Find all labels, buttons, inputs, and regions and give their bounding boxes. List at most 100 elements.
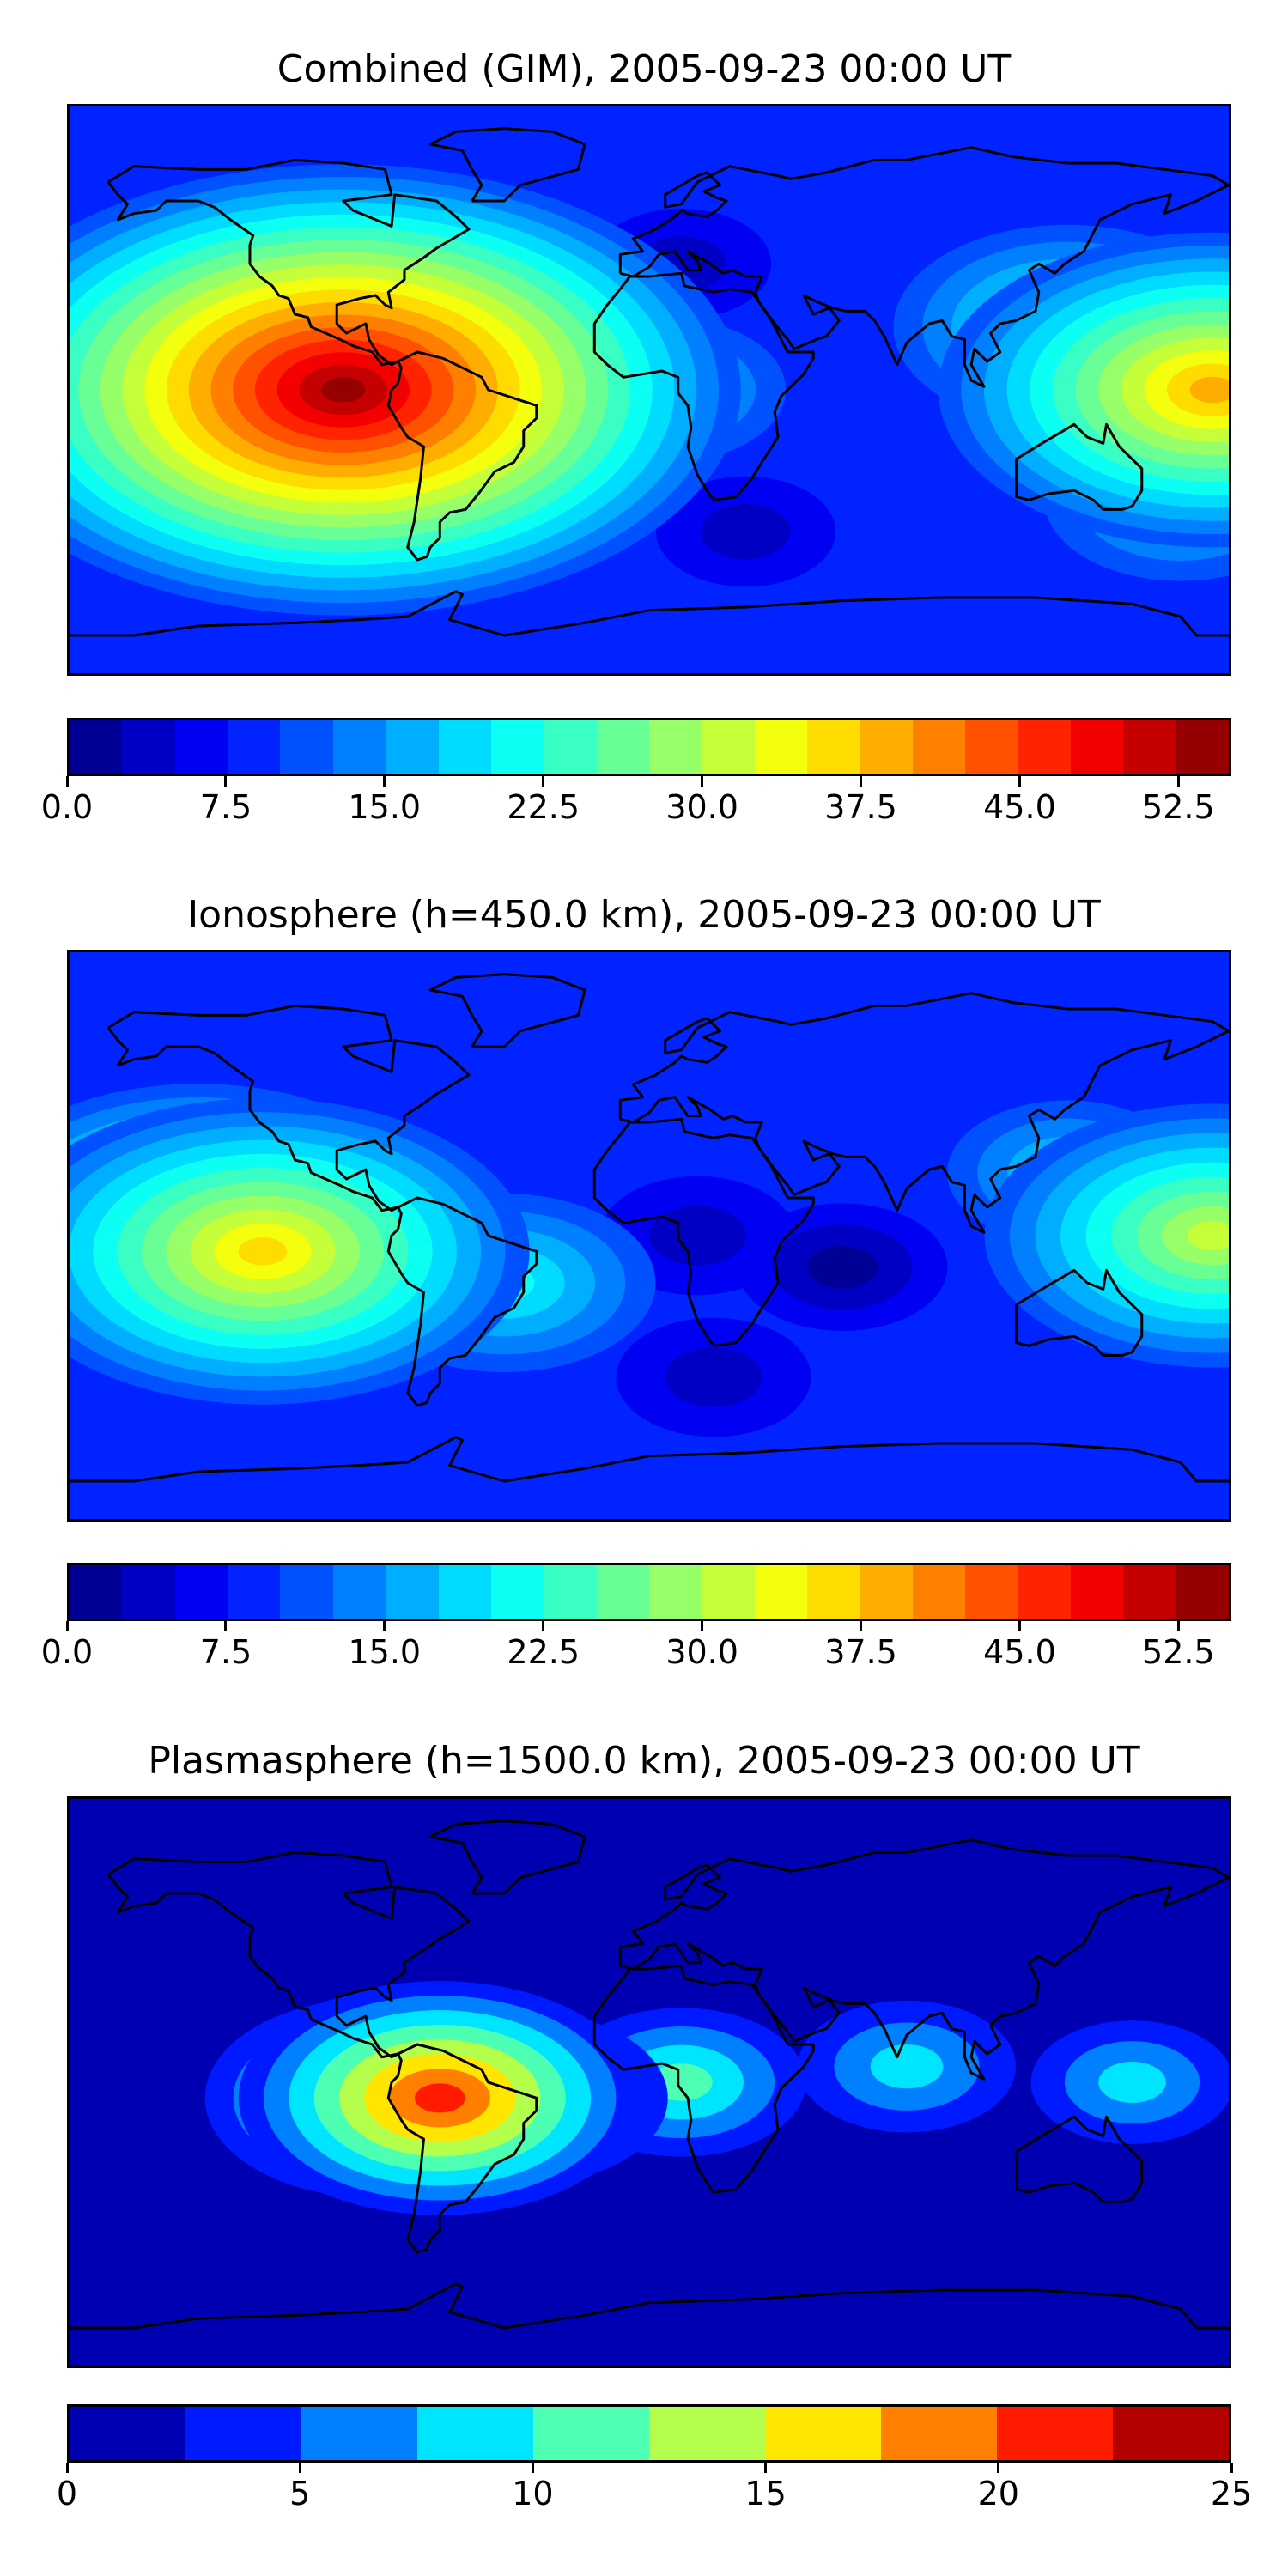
heatmap-contour bbox=[665, 1347, 762, 1407]
colorbar-segment bbox=[648, 720, 702, 774]
heatmap-contour bbox=[414, 2083, 465, 2113]
colorbar-ionosphere bbox=[67, 1563, 1231, 1621]
colorbar-tick-label: 7.5 bbox=[199, 788, 252, 826]
map-ionosphere bbox=[67, 950, 1231, 1522]
colorbar-tick-label: 45.0 bbox=[983, 1633, 1056, 1671]
colorbar-segment bbox=[438, 1565, 491, 1619]
colorbar-segment bbox=[754, 1565, 808, 1619]
colorbar-segment bbox=[649, 2407, 765, 2460]
colorbar-segment bbox=[1018, 720, 1071, 774]
colorbar-segment bbox=[544, 720, 597, 774]
colorbar-tick bbox=[542, 1621, 545, 1631]
colorbar-tick bbox=[1176, 1621, 1180, 1631]
colorbar-segment bbox=[596, 720, 649, 774]
coastline bbox=[592, 1964, 815, 2194]
map-plasmasphere bbox=[67, 1796, 1231, 2368]
colorbar-tick-label: 15.0 bbox=[348, 788, 422, 826]
coastline bbox=[106, 1004, 471, 1212]
coastlines bbox=[70, 127, 1229, 637]
colorbar-segment bbox=[1123, 1565, 1176, 1619]
colorbar-segment bbox=[122, 1565, 175, 1619]
colorbar-tick bbox=[860, 776, 863, 787]
colorbar-tick-label: 30.0 bbox=[665, 1633, 738, 1671]
heatmap-contour bbox=[593, 1856, 705, 1930]
coastline bbox=[1015, 2115, 1144, 2203]
coastline bbox=[70, 590, 1229, 637]
colorbar-segment bbox=[1176, 720, 1229, 774]
coastline bbox=[1015, 1268, 1144, 1357]
colorbar-tick-label: 52.5 bbox=[1142, 1633, 1215, 1671]
colorbar-segment bbox=[807, 1565, 860, 1619]
colorbar-tick bbox=[1018, 1621, 1021, 1631]
colorbar-tick-label: 0.0 bbox=[40, 788, 94, 826]
heatmap-contour bbox=[1187, 1220, 1229, 1251]
coastline bbox=[592, 1117, 815, 1347]
colorbar-segment bbox=[912, 720, 966, 774]
coastline bbox=[70, 1436, 1229, 1483]
coastline bbox=[106, 1850, 471, 2059]
colorbar-segment bbox=[1070, 720, 1124, 774]
colorbar-segment bbox=[1018, 1565, 1071, 1619]
colorbar-segment bbox=[438, 720, 491, 774]
colorbar-tick bbox=[383, 776, 386, 787]
colorbar-tick bbox=[1018, 776, 1021, 787]
colorbar-tick-label: 0.0 bbox=[40, 1633, 94, 1671]
colorbar-segment bbox=[754, 720, 808, 774]
coastlines bbox=[70, 973, 1229, 1483]
colorbar-segment bbox=[1123, 720, 1176, 774]
colorbar-tick bbox=[860, 1621, 863, 1631]
heatmap-contour bbox=[321, 377, 366, 403]
colorbar-segment bbox=[386, 720, 439, 774]
colorbar-tick bbox=[1230, 2463, 1233, 2473]
colorbar-segment bbox=[185, 2407, 301, 2460]
colorbar-tick bbox=[224, 776, 228, 787]
heatmap-contour bbox=[1189, 376, 1229, 404]
colorbar-segment bbox=[490, 720, 544, 774]
colorbar-ticks-ionosphere: 0.0 7.5 15.0 22.5 30.0 37.5 45.0 52.5 bbox=[0, 1621, 1288, 1673]
colorbar-tick bbox=[65, 776, 69, 787]
colorbar-tick-label: 0 bbox=[56, 2475, 78, 2512]
heatmap-contours bbox=[70, 1084, 1229, 1437]
colorbar-segment bbox=[997, 2407, 1113, 2460]
colorbar-segment bbox=[332, 720, 386, 774]
colorbar-tick-label: 22.5 bbox=[507, 1633, 580, 1671]
colorbar-segment bbox=[122, 720, 175, 774]
heatmap-contours bbox=[204, 1856, 1229, 2308]
colorbar-tick bbox=[1176, 776, 1180, 787]
coastline bbox=[618, 992, 1229, 1234]
heatmap-contour bbox=[701, 503, 791, 560]
heatmap-ionosphere bbox=[70, 952, 1229, 1519]
coastline bbox=[592, 271, 815, 501]
colorbar-tick-label: 25 bbox=[1210, 2475, 1253, 2512]
colorbar-segment bbox=[702, 1565, 755, 1619]
colorbar-combined bbox=[67, 718, 1231, 776]
colorbar-segment bbox=[881, 2407, 997, 2460]
colorbar-segment bbox=[386, 1565, 439, 1619]
heatmap-contour bbox=[648, 1206, 746, 1266]
coastline bbox=[1015, 422, 1144, 511]
heatmap-contour bbox=[807, 1245, 878, 1289]
colorbar-tick-label: 15.0 bbox=[348, 1633, 422, 1671]
colorbar-segment bbox=[70, 720, 123, 774]
coastline bbox=[386, 350, 538, 562]
colorbar-tick bbox=[65, 1621, 69, 1631]
colorbar-tick bbox=[701, 1621, 704, 1631]
colorbar-ticks-plasmasphere: 0 5 10 15 20 25 bbox=[0, 2463, 1288, 2523]
colorbar-segment bbox=[417, 2407, 533, 2460]
colorbar-segment bbox=[765, 2407, 881, 2460]
colorbar-tick-label: 45.0 bbox=[983, 788, 1056, 826]
heatmap-contour bbox=[238, 1237, 288, 1266]
colorbar-plasmasphere bbox=[67, 2404, 1231, 2463]
colorbar-segment bbox=[280, 1565, 333, 1619]
coastline bbox=[618, 146, 1229, 388]
colorbar-tick bbox=[531, 2463, 534, 2473]
colorbar-tick-label: 10 bbox=[512, 2475, 554, 2512]
colorbar-segment bbox=[490, 1565, 544, 1619]
panel-title-plasmasphere: Plasmasphere (h=1500.0 km), 2005-09-23 0… bbox=[148, 1739, 1140, 1783]
colorbar-tick-label: 22.5 bbox=[507, 788, 580, 826]
coastline bbox=[386, 1196, 538, 1407]
colorbar-tick-label: 52.5 bbox=[1142, 788, 1215, 826]
heatmap-contour bbox=[870, 2044, 944, 2089]
colorbar-tick bbox=[764, 2463, 768, 2473]
colorbar-segment bbox=[965, 1565, 1018, 1619]
